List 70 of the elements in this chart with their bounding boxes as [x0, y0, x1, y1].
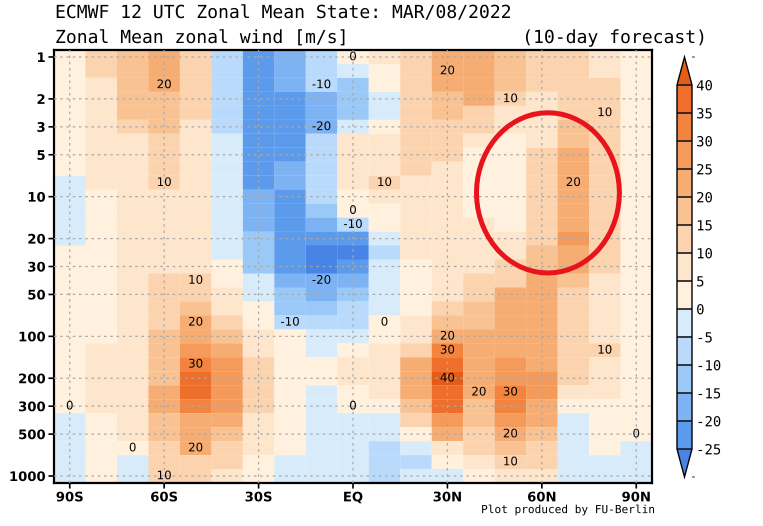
data-label: 20	[566, 177, 580, 186]
data-label: 10	[189, 274, 202, 284]
color-bar-label: 20	[697, 192, 712, 203]
color-bar-label: 35	[697, 108, 712, 119]
chart-title: ECMWF 12 UTC Zonal Mean State: MAR/08/2022	[56, 4, 510, 20]
color-bar-label: 15	[698, 220, 712, 231]
x-tick-label: 60N	[528, 492, 556, 502]
data-label: 20	[440, 65, 454, 74]
text: Plot produced by FU-Berlin	[482, 504, 654, 516]
data-label: 0	[130, 442, 136, 452]
data-label: 10	[504, 93, 518, 102]
data-label: 10	[598, 107, 612, 116]
y-tick-label: 2	[38, 94, 45, 104]
y-tick-label: 10	[28, 192, 46, 202]
color-bar-label: -15	[698, 388, 720, 399]
data-label: 30	[440, 344, 454, 354]
data-label: 20	[472, 386, 486, 396]
x-tick-label: 60S	[151, 492, 178, 502]
y-tick-label: 50	[28, 290, 46, 300]
data-label: 10	[504, 456, 518, 466]
x-tick-label: EQ	[344, 492, 362, 504]
data-label: 20	[188, 442, 202, 452]
color-bar-label: -5	[698, 332, 712, 343]
data-label: 10	[158, 470, 171, 480]
data-label: 10	[378, 177, 392, 186]
chart-subtitle: Zonal Mean zonal wind [m/s]	[56, 29, 344, 46]
y-tick-label: 300	[19, 401, 46, 412]
data-label: 0	[633, 428, 640, 438]
y-tick-label: 5	[38, 150, 45, 160]
data-label: 20	[504, 428, 518, 438]
data-label: 30	[504, 386, 518, 396]
y-tick-label: 1	[38, 52, 45, 62]
x-tick-label: 90S	[56, 492, 83, 502]
data-label: -10	[312, 79, 330, 88]
color-bar-label: 40	[696, 80, 712, 91]
data-label: 0	[350, 400, 356, 410]
y-tick-label: 100	[20, 332, 46, 342]
data-label: -10	[344, 219, 362, 228]
color-bar-label: 30	[697, 136, 712, 147]
color-bar-label: -25	[698, 444, 720, 455]
color-bar-label: -10	[698, 360, 720, 371]
color-bar-label: -20	[698, 416, 720, 427]
color-bar-label: 0	[697, 304, 704, 315]
y-tick-label: 500	[19, 429, 46, 440]
data-label: -10	[280, 316, 299, 326]
color-bar-label: 5	[697, 276, 704, 287]
data-label: 0	[381, 316, 388, 326]
data-label: 0	[350, 205, 356, 214]
x-tick-label: 90N	[622, 492, 650, 502]
color-bar-label: 25	[697, 164, 712, 175]
y-tick-label: 3	[37, 122, 45, 132]
x-tick-label: 30N	[434, 492, 461, 502]
y-tick-label: 30	[28, 262, 46, 272]
data-label: -20	[312, 121, 330, 130]
y-tick-label: 20	[28, 234, 46, 244]
data-label: 10	[158, 177, 171, 186]
text: (10-day forecast)	[526, 29, 704, 47]
y-tick-label: 1000	[10, 471, 46, 482]
color-bar-label: 10	[698, 248, 712, 259]
data-label: 0	[350, 51, 356, 60]
data-label: 20	[188, 316, 202, 326]
data-label: 20	[158, 79, 171, 88]
data-label: 30	[189, 358, 202, 368]
data-label: -20	[312, 274, 330, 284]
x-tick-label: 30S	[246, 492, 272, 502]
data-label: 40	[440, 372, 454, 382]
y-tick-label: 200	[19, 373, 46, 384]
data-label: 10	[598, 344, 612, 354]
data-label: 0	[66, 400, 73, 410]
data-label: 20	[440, 330, 454, 340]
